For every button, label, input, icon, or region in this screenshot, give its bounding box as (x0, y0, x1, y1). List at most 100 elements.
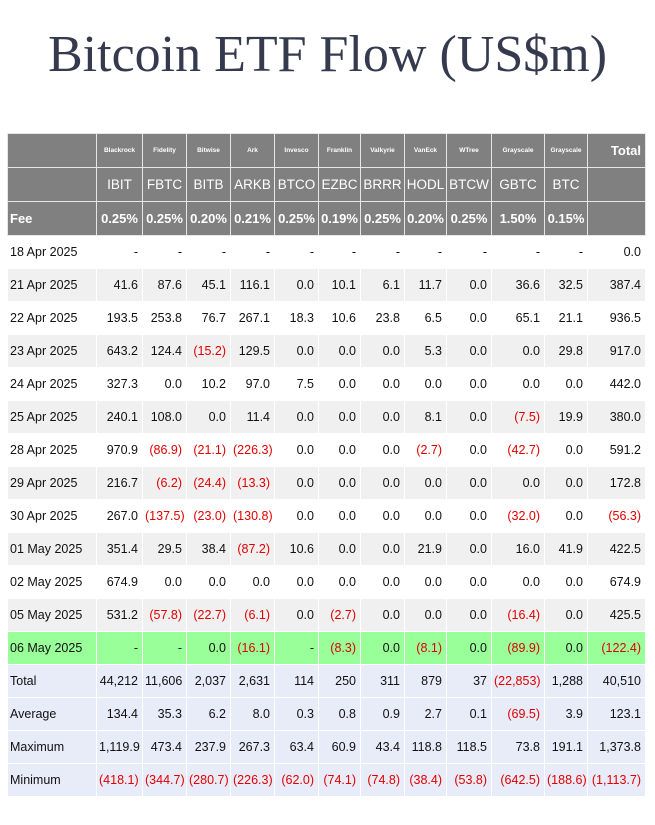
flow-value: 11.7 (404, 268, 447, 302)
flow-value: 0.0 (186, 400, 231, 434)
fee-row: Fee 0.25% 0.25% 0.20% 0.21% 0.25% 0.19% 0.25% 0.… (7, 201, 646, 236)
flow-value: 0.0 (544, 598, 588, 632)
flow-value: 0.0 (404, 565, 447, 599)
flow-value: 87.6 (142, 268, 187, 302)
flow-value: 6.5 (404, 301, 447, 335)
flow-value: 591.2 (587, 433, 646, 467)
flow-value: 267.1 (230, 301, 275, 335)
flow-value: (8.3) (318, 631, 361, 665)
flow-value: 0.0 (274, 334, 319, 368)
flow-value: 0.0 (360, 598, 405, 632)
issuer: Franklin (318, 133, 361, 168)
flow-value: 0.0 (446, 268, 492, 302)
flow-value: 0.0 (274, 433, 319, 467)
flow-value: 0.0 (318, 565, 361, 599)
flow-row: 24 Apr 2025 327.3 0.0 10.2 97.0 7.5 0.0 0.0 0.0 0… (7, 367, 646, 401)
total-header: Total (587, 133, 646, 168)
issuer-row: Blackrock Fidelity Bitwise Ark Invesco Frankl… (7, 133, 646, 168)
flow-value: 0.0 (446, 499, 492, 533)
fee: 0.20% (404, 201, 447, 236)
summary-value: 114 (274, 664, 319, 698)
flow-value: 0.0 (360, 532, 405, 566)
flow-value: 7.5 (274, 367, 319, 401)
flow-value: 0.0 (446, 466, 492, 500)
summary-value: (53.8) (446, 763, 492, 797)
summary-value: (74.1) (318, 763, 361, 797)
summary-label: Total (7, 664, 97, 698)
ticker: GBTC (491, 167, 545, 202)
flow-row: 29 Apr 2025 216.7 (6.2) (24.4) (13.3) 0.0 0.0 0… (7, 466, 646, 500)
flow-value: 0.0 (404, 499, 447, 533)
flow-value: (2.7) (404, 433, 447, 467)
summary-row: Maximum 1,119.9 473.4 237.9 267.3 63.4 60.9 43.… (7, 730, 646, 764)
flow-value: - (142, 631, 187, 665)
summary-value: (22,853) (491, 664, 545, 698)
flow-value: 65.1 (491, 301, 545, 335)
flow-value: 0.0 (446, 400, 492, 434)
flow-value: 23.8 (360, 301, 405, 335)
flow-value: 108.0 (142, 400, 187, 434)
flow-value: 970.9 (96, 433, 143, 467)
issuer: Bitwise (186, 133, 231, 168)
date: 29 Apr 2025 (7, 466, 97, 500)
flow-row: 30 Apr 2025 267.0 (137.5) (23.0) (130.8) 0.0 0… (7, 499, 646, 533)
date: 22 Apr 2025 (7, 301, 97, 335)
flow-value: 0.0 (446, 334, 492, 368)
ticker: EZBC (318, 167, 361, 202)
summary-value: 35.3 (142, 697, 187, 731)
summary-value: 1,373.8 (587, 730, 646, 764)
summary-value: 473.4 (142, 730, 187, 764)
flow-value: 0.0 (186, 565, 231, 599)
flow-value: 29.5 (142, 532, 187, 566)
summary-value: (62.0) (274, 763, 319, 797)
fee: 0.25% (360, 201, 405, 236)
title: Bitcoin ETF Flow (US$m) (47, 26, 608, 83)
summary-value: 2,631 (230, 664, 275, 698)
flow-value: 0.0 (544, 565, 588, 599)
flow-value: 0.0 (587, 235, 646, 269)
flow-value: (7.5) (491, 400, 545, 434)
flow-value: 0.0 (318, 499, 361, 533)
flow-value: 8.1 (404, 400, 447, 434)
flow-value: (122.4) (587, 631, 646, 665)
flow-row: 18 Apr 2025- - - - - - - - - - -0.0 (7, 235, 646, 269)
flow-value: - (404, 235, 447, 269)
flow-value: (22.7) (186, 598, 231, 632)
flow-value: 351.4 (96, 532, 143, 566)
flow-row: 21 Apr 2025 41.6 87.6 45.1 116.1 0.0 10.1 6.1 11… (7, 268, 646, 302)
date: 05 May 2025 (7, 598, 97, 632)
flow-value: - (230, 235, 275, 269)
flow-value: 0.0 (230, 565, 275, 599)
flow-value: 0.0 (491, 367, 545, 401)
flow-value: 32.5 (544, 268, 588, 302)
summary-label: Maximum (7, 730, 97, 764)
flow-value: (24.4) (186, 466, 231, 500)
ticker-row: IBIT FBTC BITB ARKB BTCO EZBC BRRR HODL BTCW GBTC… (7, 167, 646, 202)
flow-value: (57.8) (142, 598, 187, 632)
summary-value: 73.8 (491, 730, 545, 764)
flow-value: 0.0 (446, 532, 492, 566)
date: 25 Apr 2025 (7, 400, 97, 434)
flow-table: Blackrock Fidelity Bitwise Ark Invesco Frankl… (7, 133, 646, 797)
flow-row: 28 Apr 2025 970.9 (86.9) (21.1) (226.3) 0.0 0.… (7, 433, 646, 467)
issuer: WTree (446, 133, 492, 168)
flow-value: 0.0 (404, 367, 447, 401)
summary-value: 123.1 (587, 697, 646, 731)
flow-value: 29.8 (544, 334, 588, 368)
summary-value: (1,113.7) (587, 763, 646, 797)
flow-value: 21.9 (404, 532, 447, 566)
blank-cell (587, 201, 646, 236)
flow-value: (15.2) (186, 334, 231, 368)
fee: 0.25% (446, 201, 492, 236)
flow-value: 19.9 (544, 400, 588, 434)
flow-value: 240.1 (96, 400, 143, 434)
summary-value: (38.4) (404, 763, 447, 797)
flow-value: 936.5 (587, 301, 646, 335)
flow-value: 10.2 (186, 367, 231, 401)
flow-value: 10.1 (318, 268, 361, 302)
flow-value: 0.0 (274, 268, 319, 302)
flow-value: 0.0 (318, 532, 361, 566)
flow-value: 38.4 (186, 532, 231, 566)
flow-value: 0.0 (446, 565, 492, 599)
summary-value: (344.7) (142, 763, 187, 797)
